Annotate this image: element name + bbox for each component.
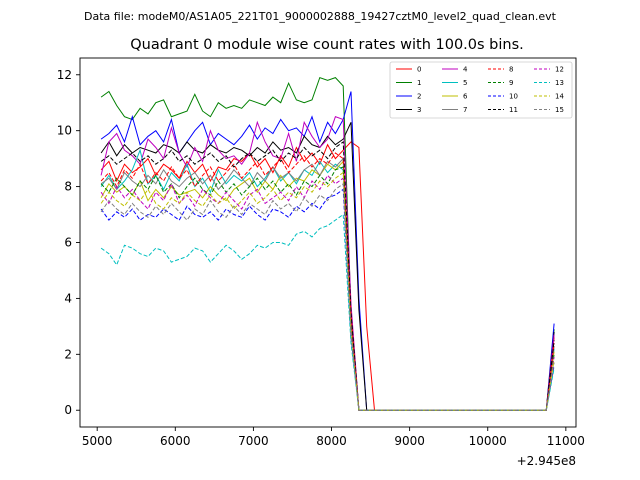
legend-label-10: 10 [509,93,518,101]
legend-label-2: 2 [417,93,421,101]
legend-label-11: 11 [509,106,518,114]
legend-label-15: 15 [555,106,564,114]
y-tick-label: 4 [64,291,72,305]
legend-label-4: 4 [463,66,468,74]
legend-label-9: 9 [509,79,513,87]
legend-label-3: 3 [417,106,421,114]
y-tick-label: 0 [64,403,72,417]
y-tick-label: 12 [57,68,72,82]
legend-box [389,61,573,119]
series-line-8 [100,152,555,411]
chart-suptitle: Data file: modeM0/AS1A05_221T01_90000028… [84,10,557,23]
chart-title: Quadrant 0 module wise count rates with … [130,37,524,53]
x-tick-label: 10000 [469,434,507,448]
legend-label-5: 5 [463,79,467,87]
legend-label-7: 7 [463,106,467,114]
legend-label-14: 14 [555,93,564,101]
y-tick-label: 6 [64,236,72,250]
x-tick-label: 9000 [394,434,425,448]
series-line-14 [100,171,555,411]
legend-label-1: 1 [417,79,421,87]
y-tick-label: 2 [64,347,72,361]
axes-layer: 5000 6000 7000 8000 9000 10000 11000 +2.945e8 0 2… [57,57,585,468]
legend-label-13: 13 [555,79,564,87]
x-offset-label: +2.945e8 [517,454,576,468]
series-layer [100,76,555,411]
x-tick-label: 5000 [82,434,113,448]
legend-label-6: 6 [463,93,468,101]
y-tick-label: 8 [64,180,72,194]
legend-label-12: 12 [555,66,564,74]
x-tick-label: 8000 [316,434,347,448]
y-tick-label: 10 [57,124,72,138]
x-tick-label: 7000 [238,434,269,448]
series-line-15 [100,182,555,411]
legend-label-0: 0 [417,66,421,74]
x-tick-label: 6000 [160,434,191,448]
legend-label-8: 8 [509,66,513,74]
x-tick-label: 11000 [547,434,585,448]
